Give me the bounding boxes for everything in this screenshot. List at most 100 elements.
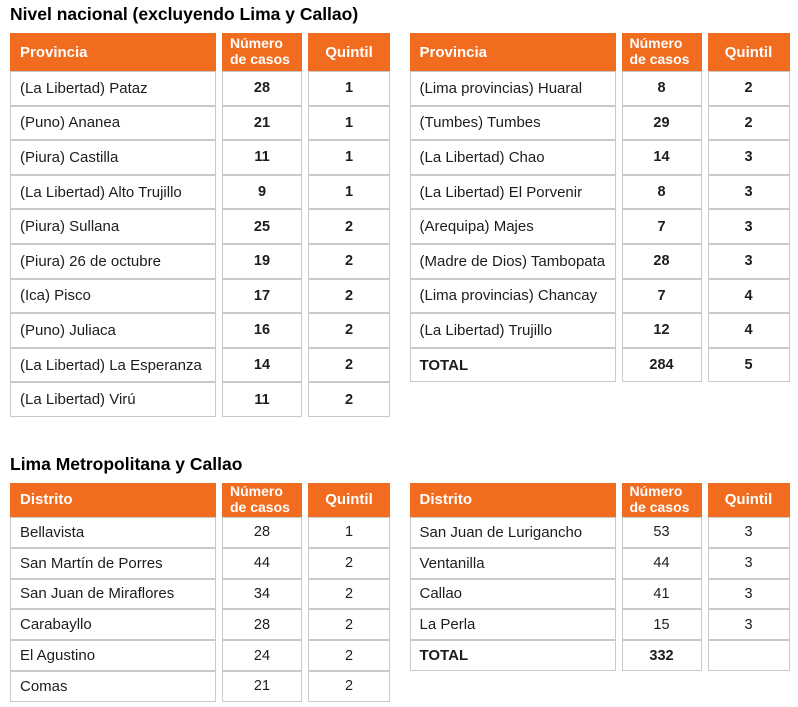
quintil-cell: 2	[308, 243, 390, 279]
quintil-cell: 2	[308, 278, 390, 314]
name-cell: (La Libertad) Virú	[10, 382, 216, 417]
cases-cell: 11	[222, 140, 302, 175]
table-lima-right: Distrito Número de casos Quintil San Juan d…	[409, 482, 791, 671]
quintil-cell: 1	[308, 174, 390, 210]
cases-cell: 7	[621, 278, 702, 314]
cases-cell: 9	[222, 174, 302, 210]
name-cell: San Martín de Porres	[10, 547, 216, 579]
cases-cell: 332	[621, 640, 702, 671]
quintil-cell: 2	[707, 71, 790, 106]
cases-cell: 11	[222, 382, 302, 417]
name-cell: (Puno) Ananea	[10, 105, 216, 141]
quintil-cell: 2	[707, 105, 790, 141]
cases-cell: 12	[621, 313, 702, 348]
column-header: Número de casos	[621, 482, 702, 517]
column-header: Distrito	[409, 482, 616, 517]
name-cell: (Piura) Castilla	[10, 140, 216, 175]
quintil-cell: 3	[707, 578, 790, 610]
quintil-cell: 3	[707, 243, 790, 279]
cases-cell: 28	[222, 516, 302, 548]
name-cell: (Puno) Juliaca	[10, 313, 216, 348]
name-cell: Ventanilla	[409, 547, 616, 579]
quintil-cell: 3	[707, 609, 790, 641]
cases-cell: 284	[621, 347, 702, 383]
name-cell: San Juan de Miraflores	[10, 578, 216, 610]
cases-cell: 25	[222, 209, 302, 244]
section-lima: Lima Metropolitana y Callao Distrito Núme…	[10, 453, 790, 702]
cases-cell: 34	[222, 578, 302, 610]
table-header-row: Distrito Número de casos Quintil	[10, 482, 391, 517]
name-cell: TOTAL	[409, 347, 616, 383]
quintil-cell: 2	[308, 209, 390, 244]
name-cell: (Lima provincias) Huaral	[409, 71, 616, 106]
column-header: Provincia	[10, 33, 216, 71]
name-cell: (La Libertad) La Esperanza	[10, 347, 216, 383]
cases-cell: 41	[621, 578, 702, 610]
name-cell: San Juan de Lurigancho	[409, 516, 616, 548]
cases-cell: 15	[621, 609, 702, 641]
name-cell: (Lima provincias) Chancay	[409, 278, 616, 314]
name-cell: TOTAL	[409, 640, 616, 671]
name-cell: Callao	[409, 578, 616, 610]
cases-cell: 24	[222, 640, 302, 671]
cases-cell: 14	[222, 347, 302, 383]
quintil-cell: 2	[308, 347, 390, 383]
section-lima-tables: Distrito Número de casos Quintil Bellavista…	[10, 482, 791, 702]
column-header: Número de casos	[222, 482, 302, 517]
column-header: Quintil	[707, 482, 790, 517]
quintil-cell: 3	[707, 174, 790, 210]
column-header: Distrito	[10, 482, 216, 517]
quintil-cell: 1	[308, 140, 390, 175]
name-cell: (Piura) Sullana	[10, 209, 216, 244]
column-header: Provincia	[409, 33, 616, 71]
name-cell: Bellavista	[10, 516, 216, 548]
quintil-cell: 3	[707, 547, 790, 579]
name-cell: La Perla	[409, 609, 616, 641]
quintil-cell: 3	[707, 140, 790, 175]
quintil-cell: 4	[707, 278, 790, 314]
cases-cell: 14	[621, 140, 702, 175]
cases-cell: 8	[621, 71, 702, 106]
cases-cell: 16	[222, 313, 302, 348]
quintil-cell: 1	[308, 516, 390, 548]
quintil-cell: 2	[308, 670, 390, 702]
quintil-cell: 1	[308, 71, 390, 106]
name-cell: (Madre de Dios) Tambopata	[409, 243, 616, 279]
quintil-cell: 2	[308, 609, 390, 641]
quintil-cell: 1	[308, 105, 390, 141]
section-lima-title: Lima Metropolitana y Callao	[10, 453, 243, 474]
name-cell: Comas	[10, 670, 216, 702]
table-body: (La Libertad) Pataz 28 1 (Puno) Ananea 21 1 (P…	[10, 71, 391, 417]
cases-cell: 44	[222, 547, 302, 579]
table-national-right: Provincia Número de casos Quintil (Lima pro…	[409, 33, 791, 383]
name-cell: (Tumbes) Tumbes	[409, 105, 616, 141]
name-cell: (La Libertad) Alto Trujillo	[10, 174, 216, 210]
cases-cell: 19	[222, 243, 302, 279]
name-cell: (Piura) 26 de octubre	[10, 243, 216, 279]
name-cell: (La Libertad) Pataz	[10, 71, 216, 106]
table-header-row: Provincia Número de casos Quintil	[409, 33, 791, 71]
name-cell: (La Libertad) El Porvenir	[409, 174, 616, 210]
column-header: Quintil	[308, 482, 390, 517]
quintil-cell: 5	[707, 347, 790, 383]
name-cell: (Ica) Pisco	[10, 278, 216, 314]
section-national-tables: Provincia Número de casos Quintil (La Liber…	[10, 33, 790, 417]
quintil-cell: 2	[308, 640, 390, 671]
name-cell: (La Libertad) Trujillo	[409, 313, 616, 348]
column-header: Quintil	[308, 33, 390, 71]
cases-cell: 29	[621, 105, 702, 141]
section-national-title: Nivel nacional (excluyendo Lima y Callao…	[10, 4, 359, 24]
cases-cell: 8	[621, 174, 702, 210]
section-national: Nivel nacional (excluyendo Lima y Callao…	[10, 3, 790, 417]
quintil-cell	[707, 640, 790, 671]
quintil-cell: 2	[308, 578, 390, 610]
quintil-cell: 2	[308, 313, 390, 348]
cases-cell: 28	[222, 71, 302, 106]
column-header: Quintil	[707, 33, 790, 71]
table-lima-left: Distrito Número de casos Quintil Bellavista…	[10, 482, 391, 702]
cases-cell: 28	[222, 609, 302, 641]
table-body: Bellavista 28 1 San Martín de Porres 44 2 San …	[10, 516, 391, 702]
table-header-row: Distrito Número de casos Quintil	[409, 482, 791, 517]
name-cell: (Arequipa) Majes	[409, 209, 616, 244]
